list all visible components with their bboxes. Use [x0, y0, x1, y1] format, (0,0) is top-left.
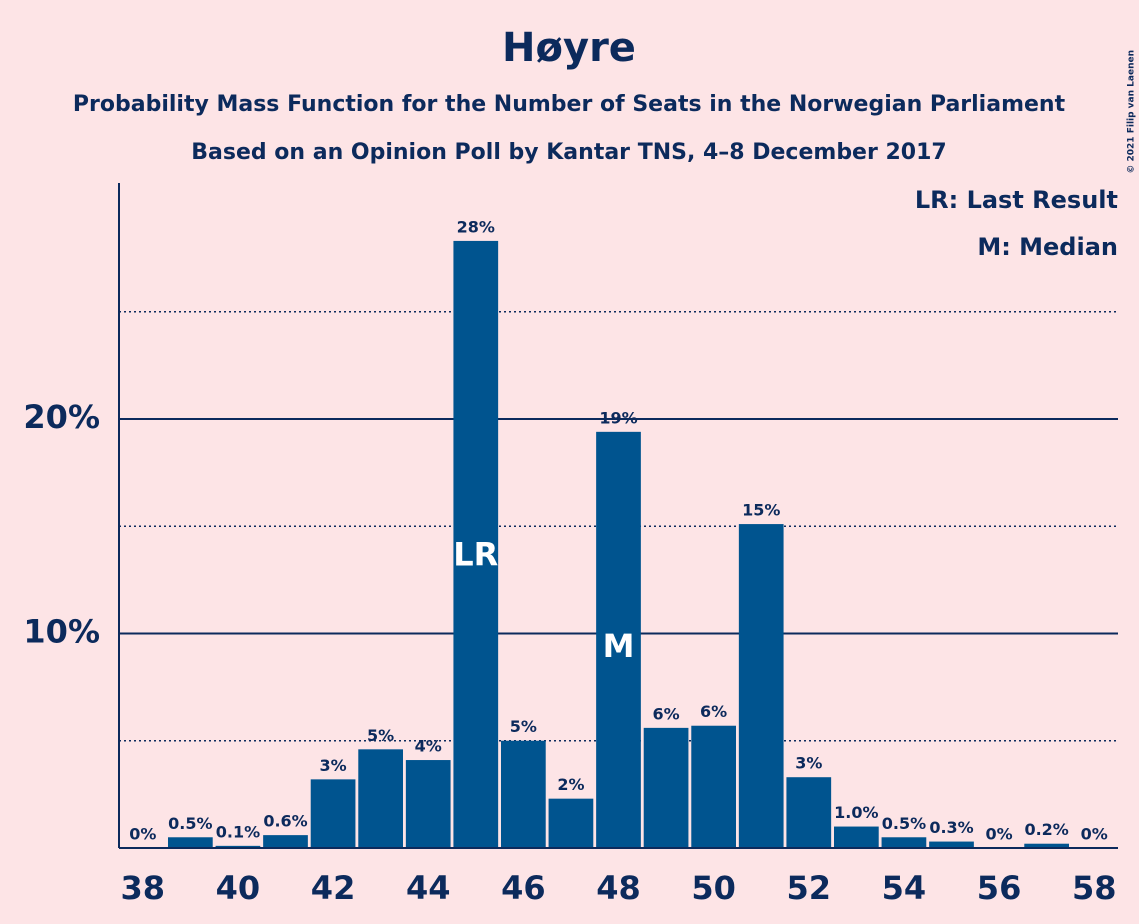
y-tick-label: 10%	[23, 612, 100, 650]
bar	[310, 779, 356, 848]
chart-subtitle: Based on an Opinion Poll by Kantar TNS, …	[191, 140, 946, 165]
bar	[596, 431, 641, 848]
bar-annotation: M	[603, 627, 635, 665]
x-tick-label: 50	[691, 869, 736, 907]
value-label: 2%	[557, 775, 584, 794]
value-label: 3%	[319, 756, 346, 775]
value-label: 0.6%	[263, 812, 307, 831]
x-tick-label: 38	[121, 869, 166, 907]
value-label: 0.5%	[882, 814, 926, 833]
value-label: 0.5%	[168, 814, 212, 833]
y-tick-label: 20%	[23, 398, 100, 436]
x-tick-label: 40	[216, 869, 261, 907]
x-tick-label: 56	[977, 869, 1022, 907]
value-label: 0%	[1081, 825, 1108, 844]
bar	[263, 835, 308, 848]
value-label: 5%	[367, 726, 394, 745]
copyright: © 2021 Filip van Laenen	[1127, 50, 1137, 174]
bar	[881, 837, 927, 848]
chart-subtitle: Probability Mass Function for the Number…	[73, 92, 1066, 117]
bar	[167, 837, 213, 848]
x-tick-label: 46	[501, 869, 546, 907]
value-label: 0%	[129, 825, 156, 844]
bar	[929, 841, 974, 848]
value-label: 0.3%	[929, 818, 973, 837]
chart-title: Høyre	[502, 25, 636, 71]
x-tick-label: 58	[1072, 869, 1117, 907]
value-label: 6%	[652, 704, 679, 723]
bar	[786, 777, 832, 848]
value-label: 15%	[742, 501, 780, 520]
bar-annotation: LR	[453, 536, 498, 574]
value-label: 4%	[415, 737, 442, 756]
legend-entry: LR: Last Result	[915, 186, 1118, 214]
bar	[215, 845, 261, 848]
value-label: 19%	[599, 408, 637, 427]
x-tick-label: 42	[311, 869, 356, 907]
value-label: 3%	[795, 754, 822, 773]
x-tick-label: 48	[596, 869, 641, 907]
legend-entry: M: Median	[977, 233, 1118, 261]
x-tick-label: 52	[787, 869, 832, 907]
bar	[643, 727, 689, 848]
x-tick-label: 54	[882, 869, 927, 907]
bar	[1024, 843, 1070, 848]
bar	[691, 725, 737, 848]
value-label: 28%	[457, 217, 495, 236]
bar	[738, 524, 784, 848]
value-label: 1.0%	[834, 803, 878, 822]
bar	[358, 749, 404, 848]
value-label: 0%	[985, 825, 1012, 844]
bar	[548, 798, 594, 848]
bar	[405, 760, 451, 848]
value-label: 5%	[510, 717, 537, 736]
value-label: 0.1%	[216, 822, 260, 841]
bar	[833, 826, 879, 848]
x-tick-label: 44	[406, 869, 451, 907]
bar	[453, 240, 499, 848]
value-label: 6%	[700, 702, 727, 721]
value-label: 0.2%	[1024, 820, 1068, 839]
bar	[500, 740, 546, 848]
